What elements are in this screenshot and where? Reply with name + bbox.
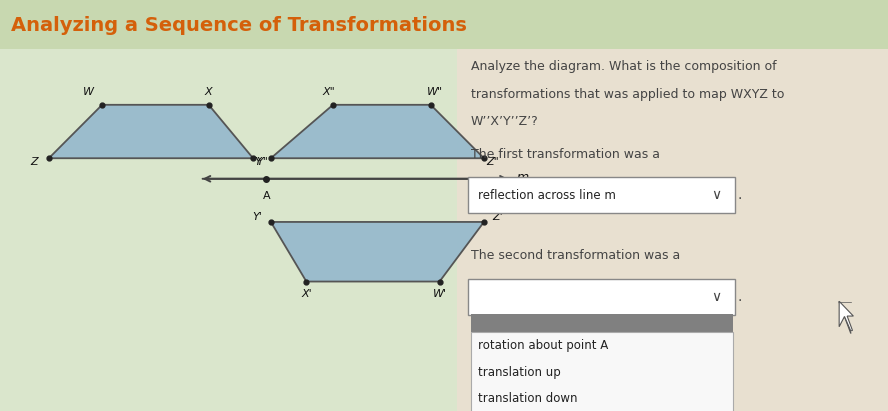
Text: Y": Y"	[256, 157, 268, 166]
Text: rotation about point A: rotation about point A	[478, 339, 608, 352]
Text: Analyze the diagram. What is the composition of: Analyze the diagram. What is the composi…	[471, 60, 776, 73]
Text: Z: Z	[30, 157, 37, 167]
Text: W": W"	[427, 88, 443, 97]
Text: .: .	[738, 290, 742, 304]
Text: W': W'	[432, 289, 447, 299]
Text: Z": Z"	[487, 157, 499, 166]
Polygon shape	[839, 301, 853, 331]
Text: The first transformation was a: The first transformation was a	[471, 148, 660, 161]
Text: A: A	[263, 191, 270, 201]
Text: m: m	[517, 171, 529, 185]
Polygon shape	[49, 105, 253, 158]
Text: translation up: translation up	[478, 366, 560, 379]
FancyBboxPatch shape	[468, 177, 735, 213]
Text: transformations that was applied to map WXYZ to: transformations that was applied to map …	[471, 88, 784, 101]
Text: Analyzing a Sequence of Transformations: Analyzing a Sequence of Transformations	[11, 16, 466, 35]
Text: ∨: ∨	[711, 188, 722, 202]
Text: The second transformation was a: The second transformation was a	[471, 249, 680, 262]
Text: translation down: translation down	[478, 393, 577, 405]
Text: ∨: ∨	[711, 290, 722, 304]
Text: X": X"	[322, 88, 335, 97]
Bar	[471, 332, 733, 411]
Text: Z': Z'	[492, 212, 503, 222]
Text: Y': Y'	[253, 212, 262, 222]
Text: .: .	[738, 188, 742, 202]
Text: reflection across line m: reflection across line m	[478, 189, 615, 202]
Bar	[471, 314, 733, 332]
Text: W: W	[83, 88, 94, 97]
Text: X: X	[205, 88, 212, 97]
Text: X': X'	[301, 289, 312, 299]
Text: W’’X’Y’’Z’?: W’’X’Y’’Z’?	[471, 115, 538, 129]
FancyBboxPatch shape	[468, 279, 735, 315]
Text: Y: Y	[254, 157, 261, 167]
Polygon shape	[271, 105, 484, 158]
Bar	[0, 0, 888, 49]
Bar	[0, 49, 457, 411]
Polygon shape	[271, 222, 484, 282]
Bar	[457, 49, 888, 411]
